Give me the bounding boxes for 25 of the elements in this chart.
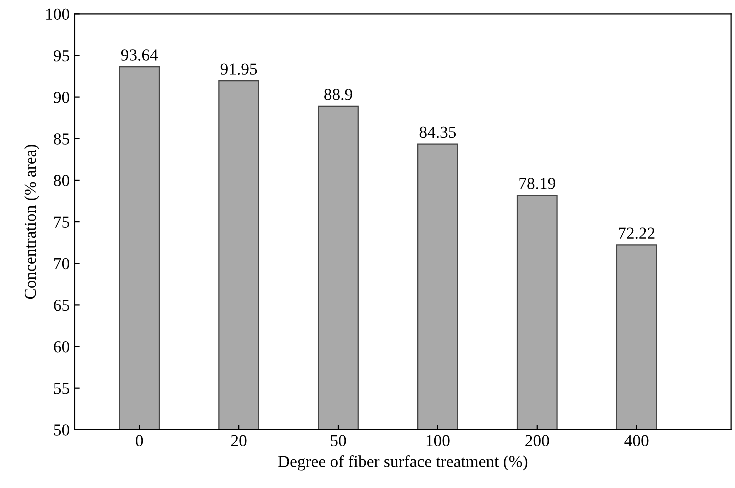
- y-tick-label: 55: [54, 383, 70, 394]
- x-tick-label: 20: [231, 435, 247, 447]
- x-tick-label: 200: [526, 435, 550, 447]
- y-tick-label: 80: [54, 175, 70, 186]
- x-tick-label: 50: [331, 435, 346, 447]
- data-label: 78.19: [520, 178, 556, 190]
- y-tick-label: 50: [54, 424, 70, 436]
- y-tick-label: 100: [46, 8, 70, 20]
- y-tick-label: 70: [54, 258, 70, 270]
- x-tick-label: 0: [136, 435, 144, 447]
- x-tick-label: 100: [426, 435, 450, 447]
- data-label: 88.9: [324, 89, 352, 100]
- data-label: 72.22: [619, 228, 655, 240]
- data-label: 93.64: [121, 50, 158, 61]
- y-tick-label: 75: [54, 216, 70, 228]
- y-tick-label: 65: [54, 300, 70, 312]
- x-axis-title: Degree of fiber surface treatment (%): [278, 455, 528, 471]
- y-tick-label: 90: [54, 92, 70, 104]
- x-tick-label: 400: [624, 435, 649, 447]
- y-axis-title: Concentration (% area): [24, 145, 40, 300]
- data-label: 91.95: [220, 64, 258, 75]
- data-label: 84.35: [420, 126, 456, 138]
- y-tick-label: 95: [54, 50, 70, 62]
- y-tick-label: 60: [54, 341, 70, 353]
- y-tick-label: 85: [54, 134, 70, 145]
